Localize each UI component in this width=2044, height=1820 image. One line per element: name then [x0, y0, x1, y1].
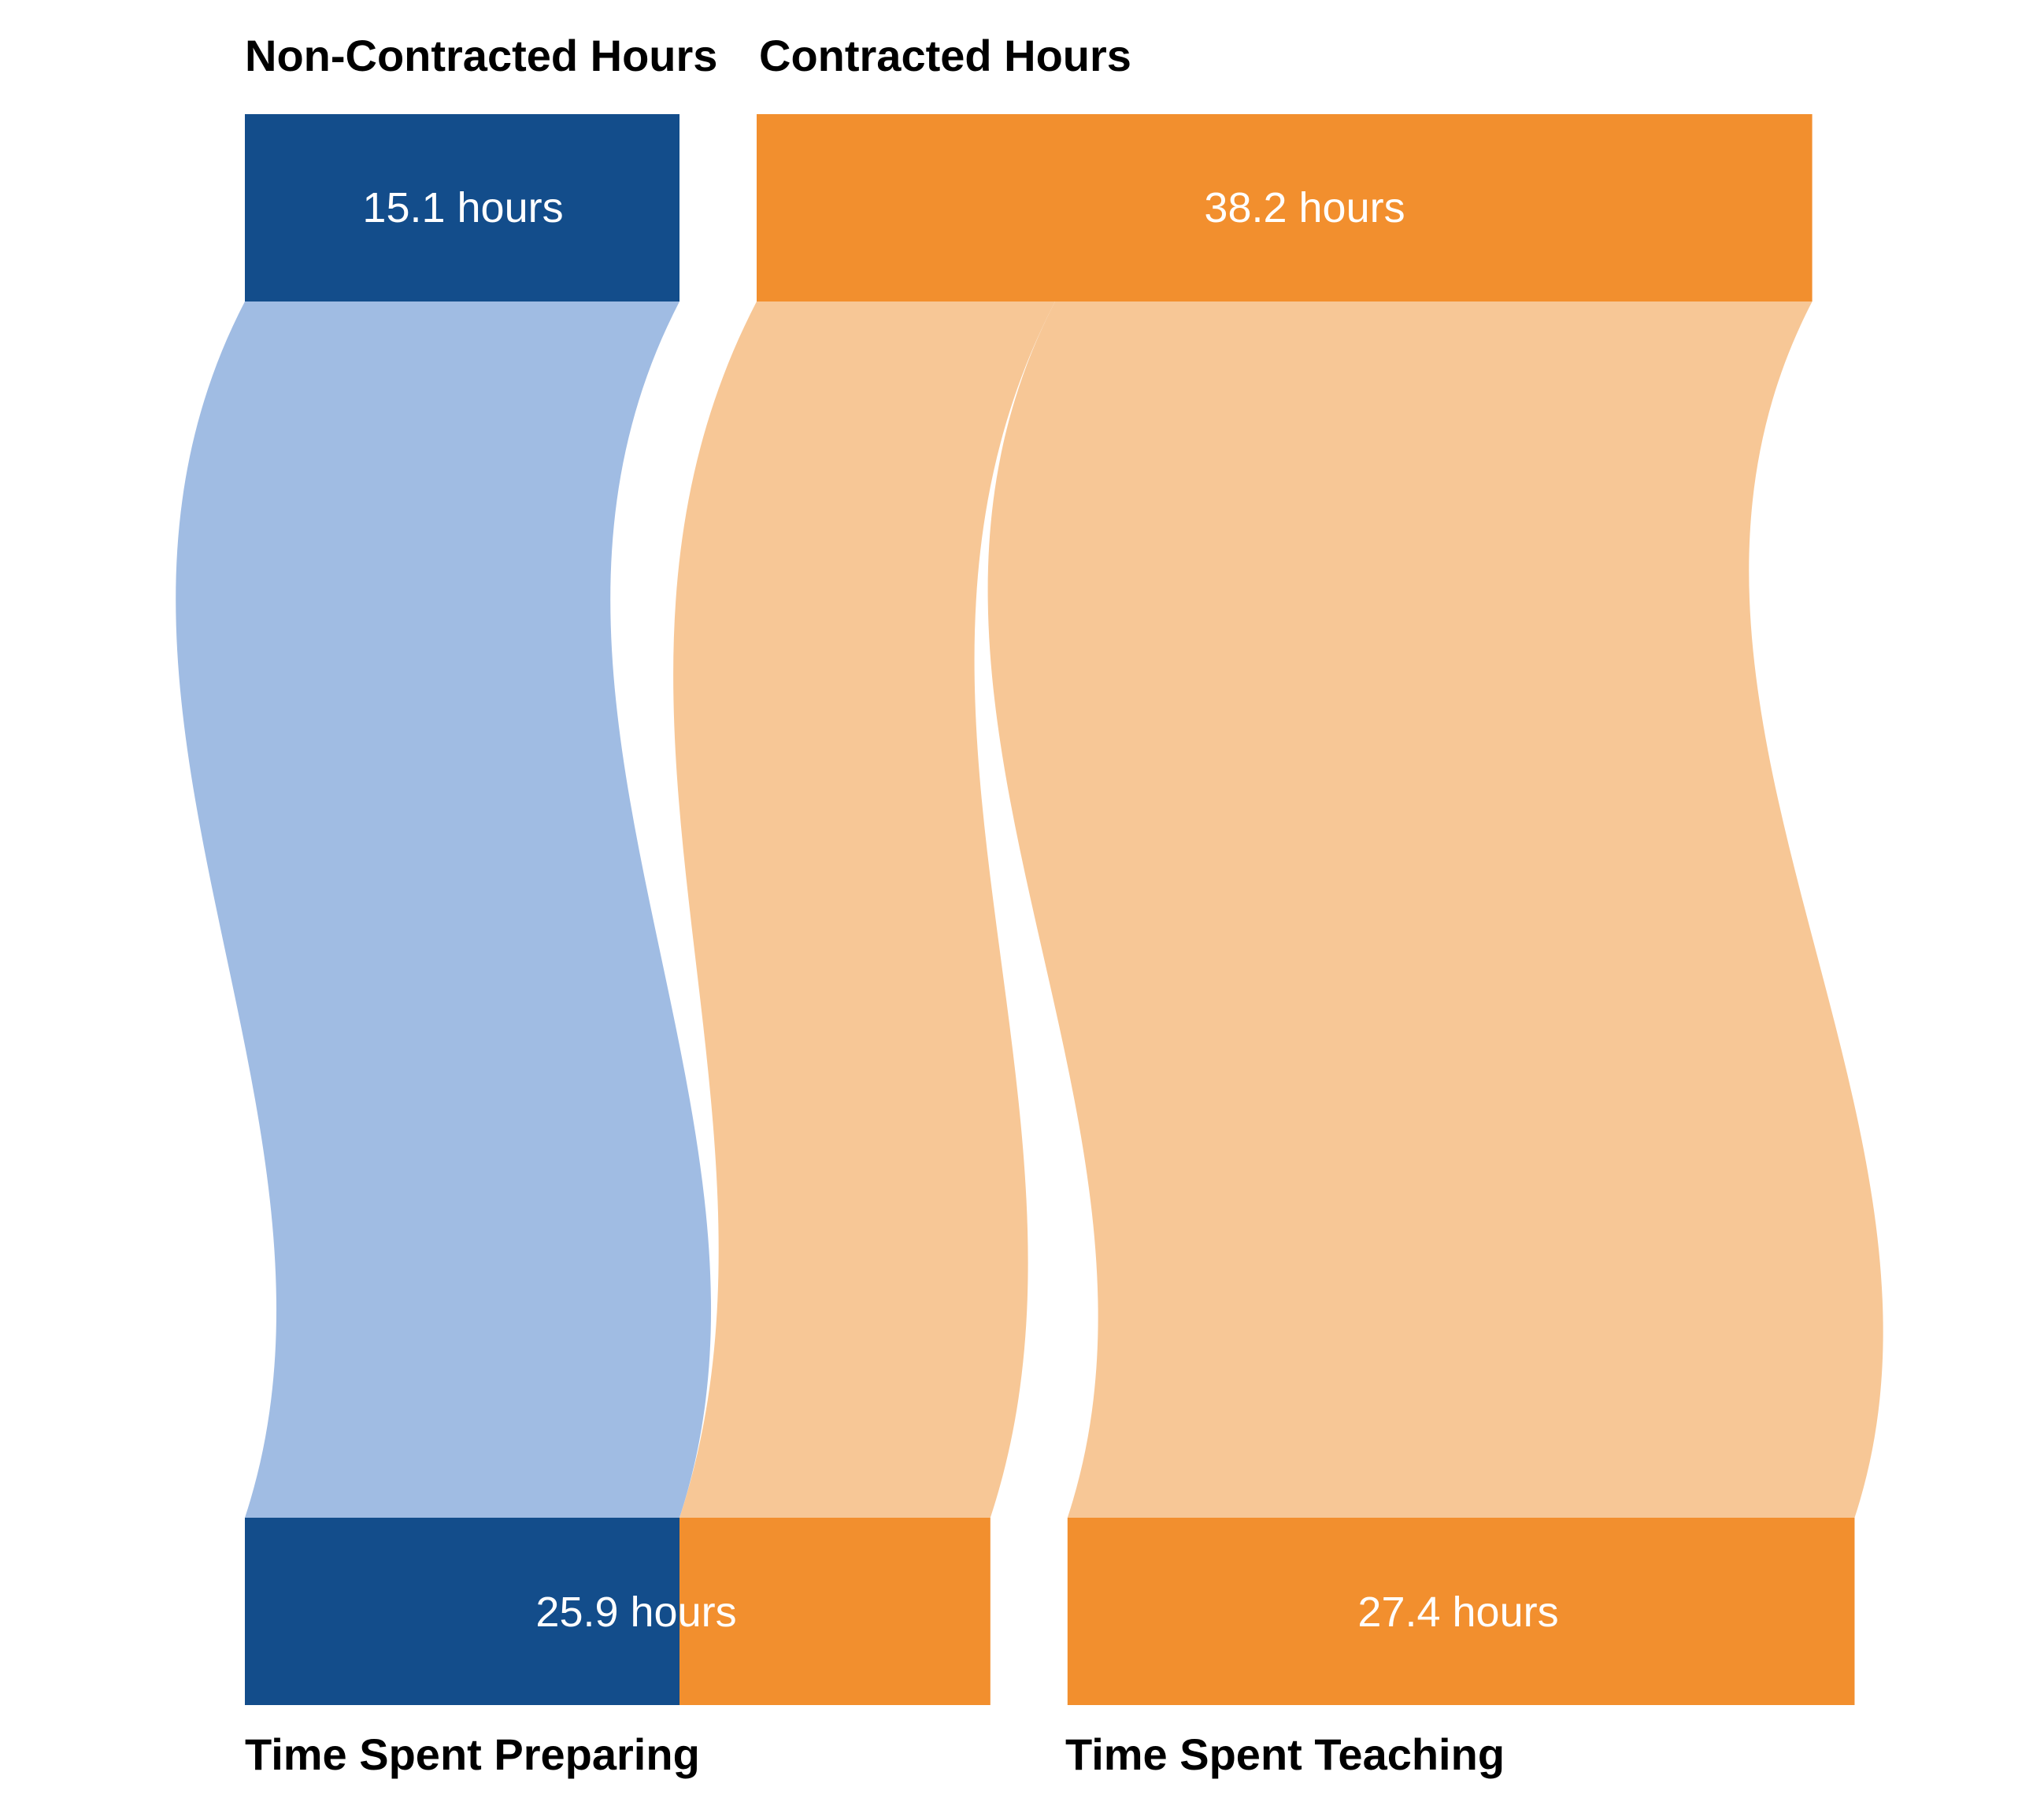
- target-label-teaching: Time Spent Teaching: [1065, 1729, 1505, 1779]
- source-label-contracted: Contracted Hours: [759, 31, 1131, 80]
- target-node-layer: [245, 1518, 1855, 1705]
- flow-non-contracted-to-preparing: [176, 301, 712, 1518]
- node-preparing-non-contracted-part: [245, 1518, 679, 1705]
- source-label-non-contracted: Non-Contracted Hours: [245, 31, 717, 80]
- source-value-non-contracted: 15.1 hours: [362, 184, 563, 231]
- label-layer: Non-Contracted Hours Contracted Hours 15…: [245, 31, 1559, 1779]
- flow-contracted-to-preparing: [673, 301, 1056, 1518]
- target-label-preparing: Time Spent Preparing: [245, 1729, 700, 1779]
- source-node-layer: [245, 114, 1813, 301]
- target-value-preparing: 25.9 hours: [535, 1589, 736, 1636]
- source-value-contracted: 38.2 hours: [1204, 184, 1405, 231]
- flow-contracted-to-teaching: [987, 301, 1883, 1518]
- node-preparing-contracted-part: [679, 1518, 991, 1705]
- node-time-spent-teaching: [1067, 1518, 1855, 1705]
- target-value-teaching: 27.4 hours: [1357, 1589, 1558, 1636]
- flow-layer: [176, 301, 1883, 1518]
- node-contracted-hours: [757, 114, 1813, 301]
- node-non-contracted-hours: [245, 114, 679, 301]
